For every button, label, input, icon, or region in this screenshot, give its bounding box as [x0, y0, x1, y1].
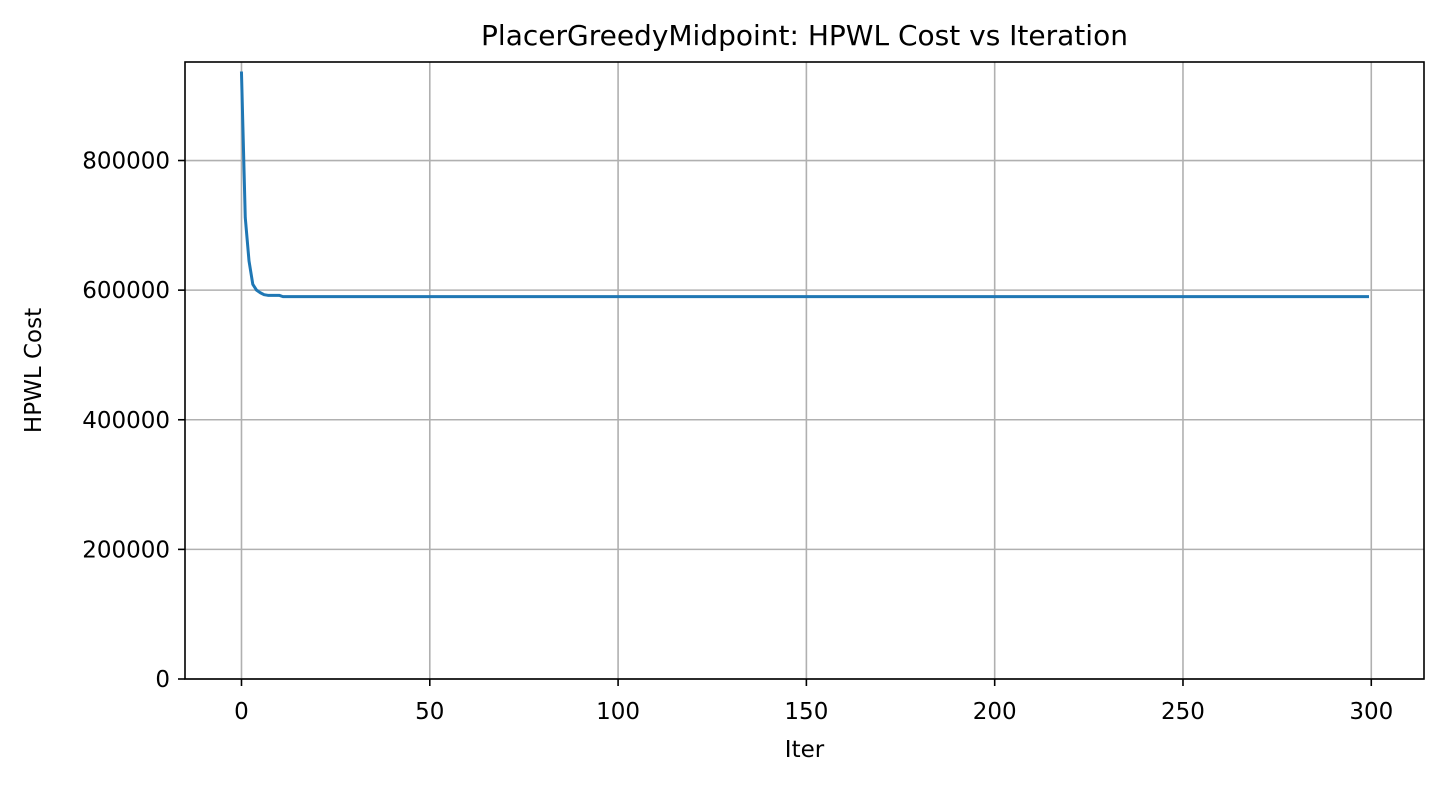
x-tick-label: 150 — [784, 699, 828, 725]
y-tick-label: 200000 — [82, 537, 170, 563]
grid-lines — [185, 62, 1424, 680]
x-axis-label: Iter — [785, 737, 825, 763]
chart-title: PlacerGreedyMidpoint: HPWL Cost vs Itera… — [481, 19, 1128, 52]
plot-area-frame — [184, 61, 1425, 680]
x-tick-label: 100 — [596, 699, 640, 725]
x-tick-label: 300 — [1349, 699, 1393, 725]
y-tick-label: 800000 — [82, 149, 170, 175]
y-tick-label: 0 — [155, 667, 170, 693]
x-tick-label: 200 — [973, 699, 1017, 725]
y-axis-label: HPWL Cost — [21, 308, 47, 433]
y-tick-label: 400000 — [82, 408, 170, 434]
x-axis-ticks: 0 50 100 150 200 250 300 — [234, 679, 1393, 725]
y-axis-ticks: 0 200000 400000 600000 800000 — [82, 149, 185, 693]
x-tick-label: 0 — [234, 699, 249, 725]
x-tick-label: 250 — [1161, 699, 1205, 725]
y-tick-label: 600000 — [82, 278, 170, 304]
x-tick-label: 50 — [415, 699, 444, 725]
data-series — [239, 71, 1370, 299]
series-line — [239, 71, 1370, 299]
